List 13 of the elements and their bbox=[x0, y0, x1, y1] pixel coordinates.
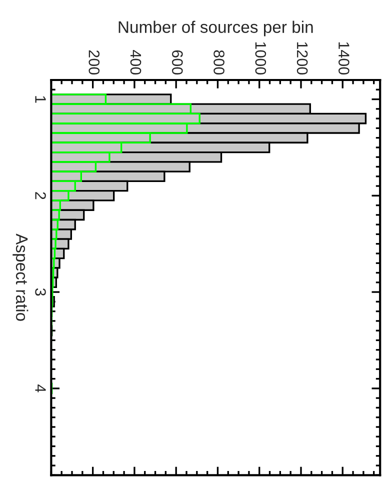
y-tick-label: 1 bbox=[35, 96, 46, 103]
x-tick-label: 200 bbox=[88, 50, 100, 75]
x-tick-label: 400 bbox=[130, 50, 142, 75]
x-tick-label: 1000 bbox=[255, 42, 266, 75]
x-axis-title: Number of sources per bin bbox=[118, 20, 313, 36]
x-tick-label: 1400 bbox=[338, 42, 350, 75]
y-tick-label: 3 bbox=[35, 288, 46, 296]
y-axis-title: Aspect ratio bbox=[12, 234, 28, 321]
y-tick-label: 4 bbox=[35, 384, 46, 392]
x-tick-label: 800 bbox=[214, 50, 224, 75]
x-tick-label: 600 bbox=[172, 50, 183, 75]
x-tick-label: 1200 bbox=[296, 42, 308, 75]
y-tick-label: 2 bbox=[35, 192, 46, 200]
